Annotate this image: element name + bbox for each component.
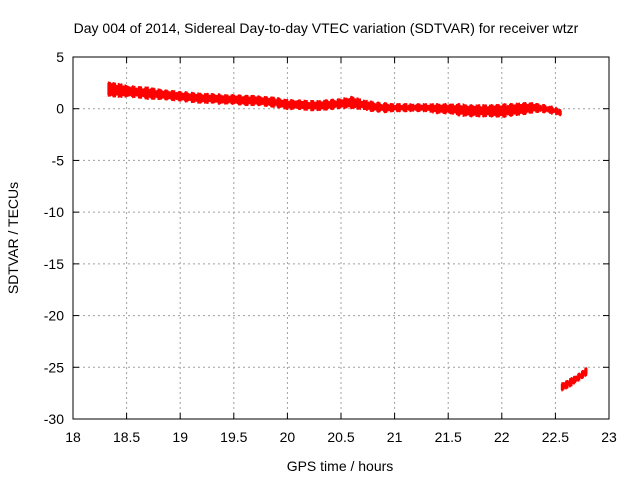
axis-ticks: 18 18.5 19 19.5 20 20.5 21 21.5 22 22.5 23 5 0 -5 -10 -…: [44, 49, 617, 445]
y-tick-label: -5: [52, 152, 65, 168]
x-tick-label: 22: [494, 429, 510, 445]
x-tick-label: 18.5: [113, 429, 140, 445]
data-series-sdtvar: [107, 81, 588, 392]
y-axis-label: SDTVAR / TECUs: [5, 182, 21, 294]
x-tick-label: 19.5: [220, 429, 247, 445]
y-tick-label: -25: [44, 359, 64, 375]
y-tick-label: -10: [44, 204, 64, 220]
y-tick-label: 0: [56, 101, 64, 117]
chart-title: Day 004 of 2014, Sidereal Day-to-day VTE…: [74, 20, 579, 36]
x-tick-label: 18: [65, 429, 81, 445]
y-tick-label: -30: [44, 411, 64, 427]
y-tick-label: -15: [44, 256, 64, 272]
y-tick-label: 5: [56, 49, 64, 65]
x-tick-label: 21.5: [435, 429, 462, 445]
data-segment: [560, 367, 588, 392]
data-segment: [107, 81, 562, 118]
x-tick-label: 19: [172, 429, 188, 445]
y-tick-label: -20: [44, 308, 64, 324]
x-axis-label: GPS time / hours: [287, 458, 394, 474]
x-tick-label: 20: [280, 429, 296, 445]
x-tick-label: 23: [601, 429, 617, 445]
x-tick-label: 22.5: [542, 429, 569, 445]
x-tick-label: 20.5: [327, 429, 354, 445]
x-tick-label: 21: [387, 429, 403, 445]
